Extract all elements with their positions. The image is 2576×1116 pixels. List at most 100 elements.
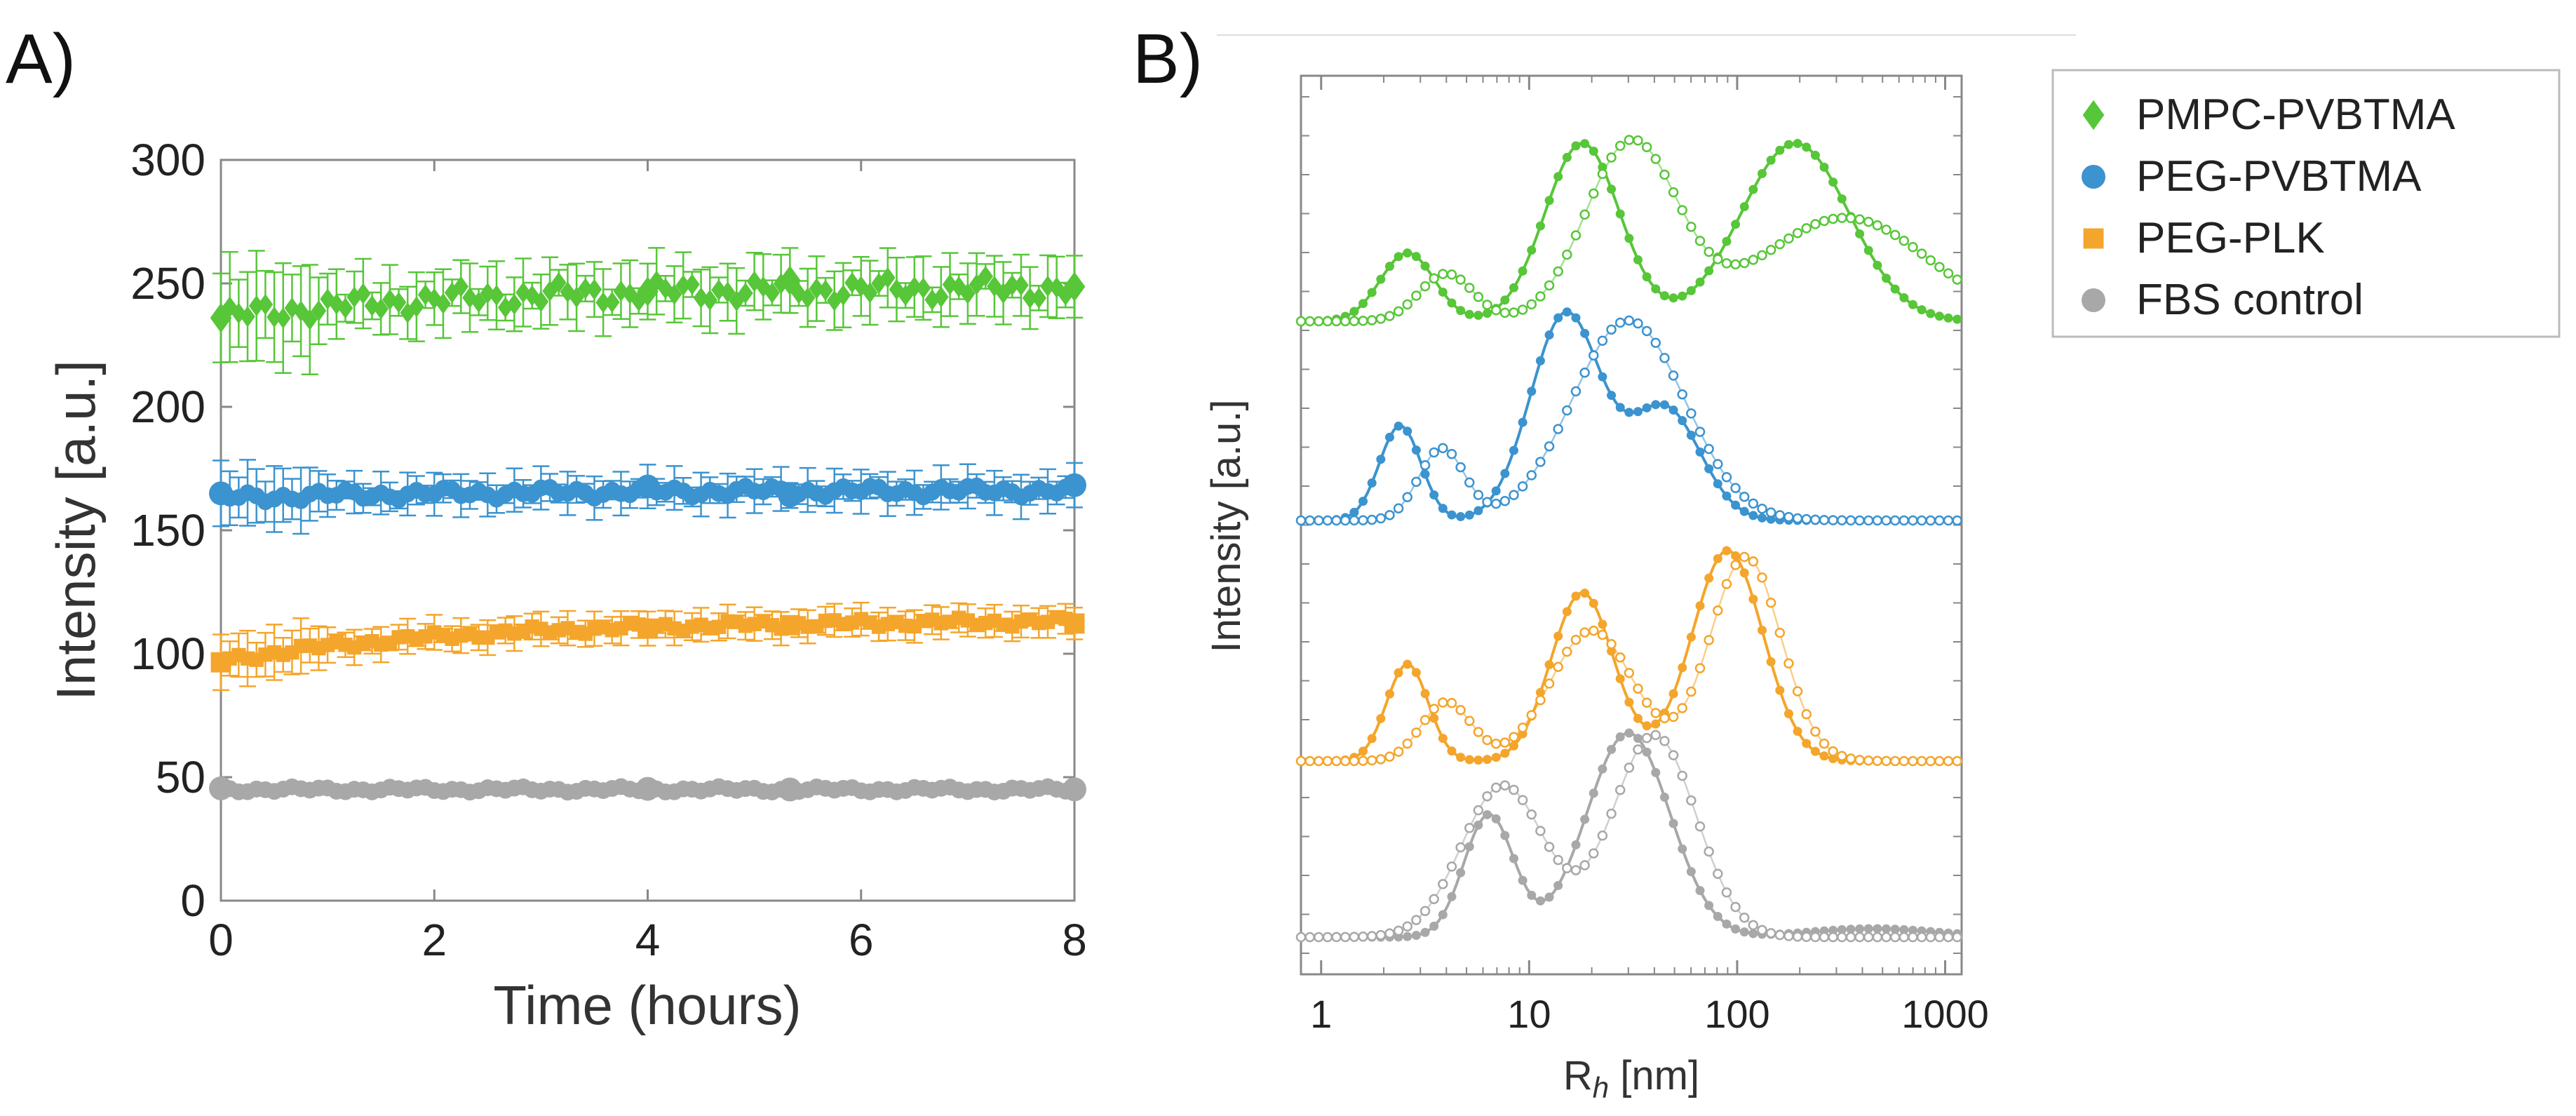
- distribution-point: [1730, 259, 1741, 270]
- distribution-point: [1322, 316, 1333, 327]
- series-peg-pvbtma-open: [1295, 315, 1962, 526]
- distribution-point: [1304, 755, 1315, 767]
- distribution-point: [1739, 912, 1750, 923]
- panel-b-x-title-unit: [nm]: [1609, 1053, 1699, 1098]
- data-point: [337, 297, 353, 319]
- data-point: [240, 306, 255, 328]
- distribution-point: [1322, 755, 1333, 767]
- distribution-point: [1783, 140, 1793, 149]
- y-tick-label: 50: [156, 752, 205, 802]
- distribution-point: [1863, 755, 1874, 766]
- distribution-point: [1597, 335, 1608, 347]
- distribution-point: [1774, 929, 1786, 941]
- distribution-point: [1739, 202, 1749, 212]
- distribution-point: [1633, 744, 1643, 755]
- distribution-point: [1686, 867, 1696, 877]
- series-pmpc-pvbtma-open: [1295, 135, 1962, 327]
- panel-a-y-title: Intensity [a.u.]: [45, 360, 107, 701]
- data-point: [595, 292, 611, 314]
- data-point: [267, 307, 282, 328]
- distribution-point: [1304, 932, 1315, 943]
- distribution-point: [1828, 177, 1838, 187]
- distribution-point: [1589, 350, 1599, 361]
- series-pmpc-pvbtma-filled: [1296, 139, 1962, 326]
- distribution-point: [1828, 753, 1838, 763]
- distribution-point: [1483, 755, 1492, 765]
- data-point: [248, 295, 264, 316]
- data-point: [1063, 271, 1086, 302]
- distribution-point: [1544, 280, 1555, 291]
- distribution-point: [1758, 168, 1767, 178]
- distribution-point: [1474, 755, 1483, 765]
- distribution-point: [1403, 426, 1412, 436]
- distribution-point: [1889, 515, 1901, 526]
- distribution-point: [1774, 510, 1786, 520]
- distribution-point: [1349, 515, 1360, 526]
- data-point: [436, 293, 451, 314]
- data-point: [1022, 287, 1038, 309]
- distribution-point: [1925, 515, 1936, 526]
- distribution-point: [1340, 515, 1351, 526]
- distribution-point: [1810, 514, 1821, 525]
- data-point: [284, 297, 300, 319]
- distribution-point: [1375, 513, 1387, 524]
- distribution-point: [1668, 711, 1679, 722]
- distribution-point: [1314, 755, 1324, 767]
- distribution-point: [1535, 356, 1545, 365]
- distribution-point: [1446, 449, 1457, 459]
- distribution-point: [1704, 846, 1714, 857]
- distribution-point: [1641, 325, 1652, 337]
- distribution-point: [1739, 506, 1749, 516]
- distribution-point: [1651, 719, 1661, 729]
- distribution-point: [1456, 306, 1466, 316]
- distribution-point: [1651, 284, 1661, 294]
- distribution-point: [1358, 497, 1368, 506]
- distribution-point: [1783, 511, 1794, 523]
- distribution-point: [1358, 299, 1368, 309]
- data-point: [409, 296, 424, 318]
- distribution-point: [1889, 932, 1901, 943]
- distribution-point: [1730, 483, 1741, 494]
- distribution-point: [1872, 755, 1883, 766]
- distribution-point: [1837, 515, 1847, 526]
- data-point: [637, 276, 659, 307]
- distribution-point: [1801, 932, 1812, 942]
- distribution-point: [1314, 515, 1324, 526]
- distribution-point: [1713, 605, 1723, 616]
- distribution-point: [1579, 627, 1590, 638]
- distribution-point: [1783, 708, 1793, 718]
- distribution-point: [1526, 809, 1537, 820]
- distribution-point: [1614, 140, 1626, 152]
- distribution-point: [1455, 274, 1466, 285]
- distribution-point: [1792, 931, 1803, 942]
- legend-box: [2051, 69, 2561, 338]
- distribution-point: [1499, 737, 1511, 748]
- distribution-point: [1367, 734, 1377, 744]
- distribution-point: [1802, 739, 1812, 748]
- distribution-point: [1438, 269, 1448, 279]
- distribution-point: [1854, 755, 1865, 765]
- distribution-point: [1349, 932, 1360, 942]
- data-point: [685, 274, 700, 295]
- distribution-point: [1695, 601, 1705, 611]
- distribution-point: [1509, 784, 1519, 795]
- data-point: [613, 281, 629, 302]
- distribution-point: [1598, 372, 1607, 382]
- distribution-point: [1952, 755, 1962, 767]
- distribution-point: [1739, 491, 1750, 502]
- distribution-point: [1518, 266, 1528, 276]
- distribution-point: [1615, 403, 1625, 412]
- distribution-point: [1677, 205, 1687, 215]
- y-tick-label: 0: [180, 875, 205, 926]
- distribution-point: [1633, 734, 1643, 744]
- distribution-point: [1943, 313, 1953, 323]
- distribution-point: [1819, 215, 1830, 227]
- distribution-point: [1917, 305, 1927, 315]
- data-point: [480, 283, 496, 304]
- distribution-point: [1384, 262, 1394, 271]
- distribution-point: [1376, 455, 1386, 464]
- distribution-point: [1633, 135, 1643, 146]
- distribution-point: [1837, 194, 1847, 203]
- distribution-point: [1411, 445, 1421, 455]
- distribution-point: [1837, 751, 1847, 762]
